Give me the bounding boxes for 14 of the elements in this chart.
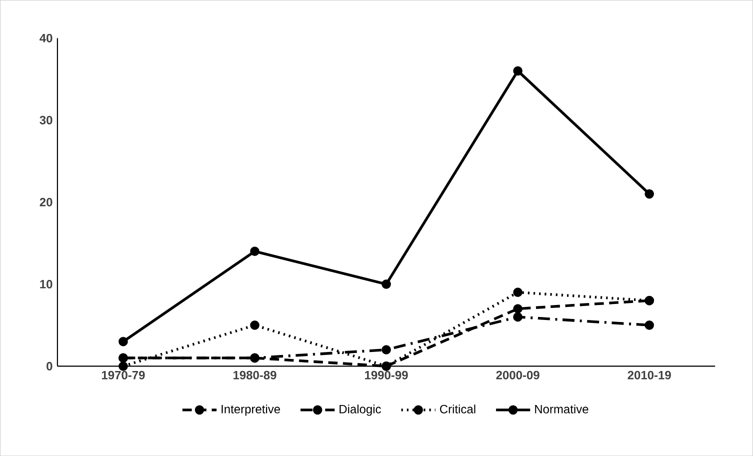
y-tick-label: 20 xyxy=(40,198,52,206)
y-tick-label: 30 xyxy=(40,116,52,124)
legend-label: Interpretive xyxy=(222,404,280,416)
x-tick-label: 1990-99 xyxy=(365,370,408,380)
y-tick-label: 0 xyxy=(46,362,52,370)
x-tick-label: 1980-89 xyxy=(234,370,276,380)
x-tick-label: 2010-19 xyxy=(628,370,671,380)
legend-label: Critical xyxy=(440,404,476,414)
x-tick-label: 1970-79 xyxy=(102,370,145,380)
y-tick-label: 40 xyxy=(40,34,52,42)
legend-label: Dialogic xyxy=(340,404,381,416)
x-tick-label: 2000-09 xyxy=(496,370,540,380)
y-tick-label: 10 xyxy=(40,280,52,288)
legend-label: Normative xyxy=(535,404,588,414)
